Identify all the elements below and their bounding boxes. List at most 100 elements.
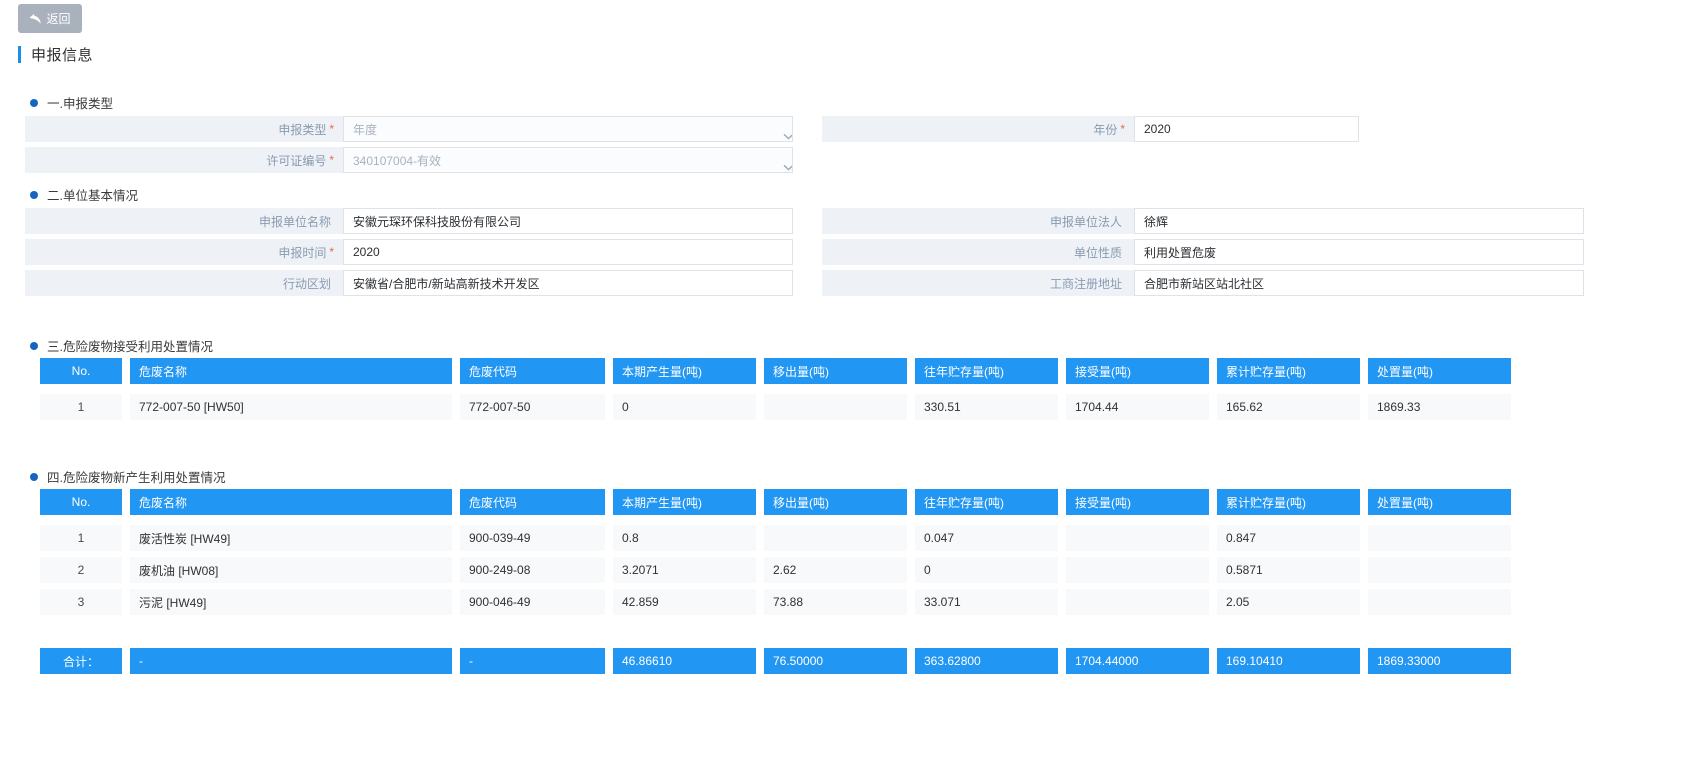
cell-accum-stored: 2.05 <box>1217 589 1360 615</box>
cell-disposed <box>1368 525 1511 551</box>
table-header-row: No. 危废名称 危废代码 本期产生量(吨) 移出量(吨) 往年贮存量(吨) 接… <box>40 358 1511 384</box>
unit-name-value: 安徽元琛环保科技股份有限公司 <box>353 214 522 229</box>
th-accum-stored: 累计贮存量(吨) <box>1217 358 1360 384</box>
cell-code: 900-249-08 <box>460 557 605 583</box>
field-admin-region: 行动区划 安徽省/合肥市/新站高新技术开发区 <box>25 270 793 296</box>
cell-produced: 0 <box>613 394 756 420</box>
declare-type-select[interactable]: 年度 <box>343 116 793 142</box>
cell-code: 772-007-50 <box>460 394 605 420</box>
declare-type-value: 年度 <box>353 122 378 137</box>
register-addr-value: 合肥市新站区站北社区 <box>1144 276 1265 291</box>
th-produced: 本期产生量(吨) <box>613 358 756 384</box>
cell-name: 772-007-50 [HW50] <box>130 394 452 420</box>
legal-person-input[interactable]: 徐辉 <box>1134 208 1584 234</box>
required-mark: * <box>329 153 334 167</box>
bullet-icon <box>30 472 38 481</box>
table-row[interactable]: 1 772-007-50 [HW50] 772-007-50 0 330.51 … <box>40 394 1511 420</box>
cell-no: 3 <box>40 589 122 615</box>
field-register-addr: 工商注册地址 合肥市新站区站北社区 <box>822 270 1584 296</box>
admin-region-value: 安徽省/合肥市/新站高新技术开发区 <box>353 276 540 291</box>
required-mark: * <box>1120 122 1125 136</box>
cell-produced: 42.859 <box>613 589 756 615</box>
section-label: 一.申报类型 <box>47 97 113 111</box>
cell-prev-stored: 0.047 <box>915 525 1058 551</box>
required-mark: * <box>329 245 334 259</box>
total-produced: 46.86610 <box>613 648 756 674</box>
th-received: 接受量(吨) <box>1066 489 1209 515</box>
field-label-license-no: 许可证编号 * <box>25 147 343 173</box>
th-name: 危废名称 <box>130 358 452 384</box>
declare-time-value: 2020 <box>353 245 380 259</box>
th-prev-stored: 往年贮存量(吨) <box>915 489 1058 515</box>
total-received: 1704.44000 <box>1066 648 1209 674</box>
register-addr-input[interactable]: 合肥市新站区站北社区 <box>1134 270 1584 296</box>
bullet-icon <box>30 341 38 350</box>
cell-accum-stored: 165.62 <box>1217 394 1360 420</box>
total-prev-stored: 363.62800 <box>915 648 1058 674</box>
th-disposed: 处置量(吨) <box>1368 489 1511 515</box>
section-heading-receive-dispose: 三.危险废物接受利用处置情况 <box>30 336 213 355</box>
cell-moved: 73.88 <box>764 589 907 615</box>
bullet-icon <box>30 190 38 199</box>
section-label: 四.危险废物新产生利用处置情况 <box>47 471 226 485</box>
th-received: 接受量(吨) <box>1066 358 1209 384</box>
cell-prev-stored: 33.071 <box>915 589 1058 615</box>
page-title: 申报信息 <box>18 44 93 65</box>
arrow-left-icon <box>29 13 42 24</box>
cell-disposed: 1869.33 <box>1368 394 1511 420</box>
table-receive-dispose: No. 危废名称 危废代码 本期产生量(吨) 移出量(吨) 往年贮存量(吨) 接… <box>40 358 1511 420</box>
admin-region-input[interactable]: 安徽省/合肥市/新站高新技术开发区 <box>343 270 793 296</box>
section-heading-new-generated: 四.危险废物新产生利用处置情况 <box>30 467 225 486</box>
cell-disposed <box>1368 589 1511 615</box>
bullet-icon <box>30 98 38 107</box>
th-accum-stored: 累计贮存量(吨) <box>1217 489 1360 515</box>
table-row[interactable]: 2 废机油 [HW08] 900-249-08 3.2071 2.62 0 0.… <box>40 557 1511 583</box>
declare-time-input[interactable]: 2020 <box>343 239 793 265</box>
field-unit-name: 申报单位名称 安徽元琛环保科技股份有限公司 <box>25 208 793 234</box>
field-legal-person: 申报单位法人 徐辉 <box>822 208 1584 234</box>
th-name: 危废名称 <box>130 489 452 515</box>
th-no: No. <box>40 358 122 384</box>
required-mark: * <box>329 122 334 136</box>
field-label-unit-nature: 单位性质 <box>822 239 1134 265</box>
section-heading-unit-info: 二.单位基本情况 <box>30 185 138 204</box>
table-row[interactable]: 3 污泥 [HW49] 900-046-49 42.859 73.88 33.0… <box>40 589 1511 615</box>
unit-nature-value: 利用处置危废 <box>1144 245 1217 260</box>
cell-name: 废机油 [HW08] <box>130 557 452 583</box>
cell-no: 1 <box>40 525 122 551</box>
cell-accum-stored: 0.5871 <box>1217 557 1360 583</box>
field-label-legal-person: 申报单位法人 <box>822 208 1134 234</box>
page-title-text: 申报信息 <box>31 47 94 64</box>
unit-nature-input[interactable]: 利用处置危废 <box>1134 239 1584 265</box>
field-label-declare-time: 申报时间 * <box>25 239 343 265</box>
section-label: 二.单位基本情况 <box>47 189 138 203</box>
back-button-label: 返回 <box>46 12 71 26</box>
cell-prev-stored: 0 <box>915 557 1058 583</box>
license-no-select[interactable]: 340107004-有效 <box>343 147 793 173</box>
cell-code: 900-039-49 <box>460 525 605 551</box>
total-moved: 76.50000 <box>764 648 907 674</box>
field-label-register-addr: 工商注册地址 <box>822 270 1134 296</box>
cell-produced: 3.2071 <box>613 557 756 583</box>
cell-disposed <box>1368 557 1511 583</box>
cell-received: 1704.44 <box>1066 394 1209 420</box>
license-no-value: 340107004-有效 <box>353 153 442 168</box>
back-button[interactable]: 返回 <box>18 4 82 33</box>
cell-received <box>1066 557 1209 583</box>
total-label: 合计： <box>40 648 122 674</box>
total-code: - <box>460 648 605 674</box>
section-label: 三.危险废物接受利用处置情况 <box>47 340 213 354</box>
cell-moved <box>764 394 907 420</box>
total-accum-stored: 169.10410 <box>1217 648 1360 674</box>
cell-moved <box>764 525 907 551</box>
field-label-year: 年份 * <box>822 116 1134 142</box>
year-input[interactable]: 2020 <box>1134 116 1359 142</box>
cell-no: 1 <box>40 394 122 420</box>
cell-received <box>1066 525 1209 551</box>
year-value: 2020 <box>1144 122 1171 136</box>
field-label-unit-name: 申报单位名称 <box>25 208 343 234</box>
table-row[interactable]: 1 废活性炭 [HW49] 900-039-49 0.8 0.047 0.847 <box>40 525 1511 551</box>
legal-person-value: 徐辉 <box>1144 214 1169 229</box>
unit-name-input[interactable]: 安徽元琛环保科技股份有限公司 <box>343 208 793 234</box>
